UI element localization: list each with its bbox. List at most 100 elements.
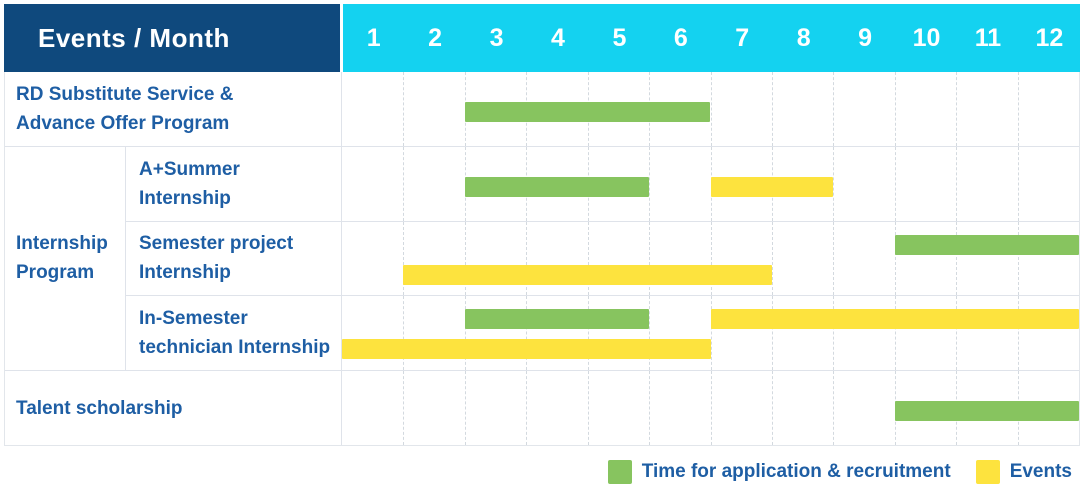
month-gridline <box>464 296 466 371</box>
label-line: Internship <box>139 187 231 209</box>
month-gridline <box>649 221 651 296</box>
month-gridline <box>894 221 896 296</box>
month-gridline <box>1017 221 1019 296</box>
month-gridline <box>833 221 835 296</box>
month-gridline <box>649 296 651 371</box>
month-gridline <box>587 296 589 371</box>
row-timeline <box>341 146 1079 221</box>
month-gridline <box>956 296 958 371</box>
application-bar <box>464 176 650 197</box>
row-label: Talent scholarship <box>5 371 341 445</box>
month-header-cell: 6 <box>673 23 688 52</box>
month-header-cell: 1 <box>366 23 381 52</box>
table-body: RD Substitute Service & Advance Offer Pro… <box>4 72 1080 446</box>
month-header-cell: 12 <box>1035 23 1064 52</box>
month-gridline <box>403 221 405 296</box>
month-gridline <box>1017 146 1019 221</box>
month-gridline <box>771 221 773 296</box>
month-header-cell: 2 <box>428 23 443 52</box>
month-gridline <box>1017 72 1019 146</box>
legend: Time for application & recruitment Events <box>607 456 1072 488</box>
label-line: technician Internship <box>139 337 331 359</box>
month-header-cell: 9 <box>858 23 873 52</box>
group-subrows: A+Summer Internship Semester project Intern… <box>125 146 1079 371</box>
events-bar <box>710 176 834 197</box>
label-line: RD Substitute Service & <box>16 83 234 105</box>
month-header-cell: 7 <box>735 23 750 52</box>
row-label: A+Summer Internship <box>125 146 341 221</box>
month-gridline <box>649 371 651 445</box>
label-line: In-Semester <box>139 308 248 330</box>
month-gridline <box>1017 296 1019 371</box>
row-label: RD Substitute Service & Advance Offer Pro… <box>5 72 341 146</box>
month-gridline <box>526 221 528 296</box>
row-group: Internship Program A+Summer Internship Semes… <box>5 145 1079 371</box>
month-gridline <box>403 72 405 146</box>
label-line: Semester project <box>139 233 294 255</box>
month-gridline <box>956 221 958 296</box>
month-gridline <box>956 146 958 221</box>
label-line: Internship <box>139 262 231 284</box>
row-timeline <box>341 72 1079 146</box>
month-gridline <box>833 72 835 146</box>
month-gridline <box>587 221 589 296</box>
month-header-cell: 3 <box>489 23 504 52</box>
month-gridline <box>710 72 712 146</box>
application-bar <box>464 102 711 122</box>
table-row: RD Substitute Service & Advance Offer Pro… <box>5 72 1079 146</box>
label-line: Internship <box>16 233 108 255</box>
month-header-strip: 1 2 3 4 5 6 7 8 9 10 11 12 <box>340 4 1080 72</box>
application-bar <box>464 309 650 330</box>
table-row: In-Semester technician Internship <box>125 295 1079 371</box>
month-gridline <box>833 296 835 371</box>
month-gridline <box>403 371 405 445</box>
month-gridline <box>403 146 405 221</box>
row-label: Semester project Internship <box>125 221 341 296</box>
month-header-cell: 4 <box>551 23 565 52</box>
month-gridline <box>833 371 835 445</box>
month-header-cell: 11 <box>974 23 1002 52</box>
row-timeline <box>341 371 1079 445</box>
events-bar <box>403 264 772 285</box>
month-gridline <box>464 221 466 296</box>
month-header-cell: 5 <box>612 23 627 52</box>
month-header-cell: 10 <box>912 23 941 52</box>
month-gridline <box>894 146 896 221</box>
events-month-header: Events / Month <box>4 4 340 72</box>
legend-label: Events <box>1009 461 1072 482</box>
month-gridline <box>710 221 712 296</box>
month-gridline <box>526 296 528 371</box>
month-header-cell: 8 <box>796 23 811 52</box>
application-swatch <box>607 460 632 484</box>
table-header-row: Events / Month 1 2 3 4 5 6 7 8 9 10 11 12 <box>4 4 1080 72</box>
row-label: In-Semester technician Internship <box>125 296 341 371</box>
row-timeline <box>341 221 1079 296</box>
month-gridline <box>771 72 773 146</box>
legend-label: Time for application & recruitment <box>641 461 951 482</box>
events-swatch <box>975 460 1000 484</box>
legend-item-application: Time for application & recruitment <box>607 460 951 484</box>
month-gridline <box>587 371 589 445</box>
table-title: Events / Month <box>38 22 230 53</box>
group-label: Internship Program <box>5 147 125 370</box>
month-gridline <box>894 296 896 371</box>
month-gridline <box>710 371 712 445</box>
month-gridline <box>771 296 773 371</box>
legend-item-events: Events <box>975 460 1072 484</box>
events-bar <box>342 339 711 360</box>
month-gridline <box>403 296 405 371</box>
table-row: A+Summer Internship <box>125 146 1079 221</box>
month-gridline <box>833 146 835 221</box>
application-bar <box>894 401 1079 422</box>
table-row: Semester project Internship <box>125 220 1079 296</box>
label-line: Advance Offer Program <box>16 112 230 134</box>
label-line: Talent scholarship <box>16 397 183 419</box>
table-row: Talent scholarship <box>5 370 1079 445</box>
label-line: Program <box>16 262 95 284</box>
month-gridline <box>710 296 712 371</box>
application-bar <box>894 234 1079 255</box>
schedule-table: Events / Month 1 2 3 4 5 6 7 8 9 10 11 12 RD Substi… <box>4 4 1080 446</box>
month-gridline <box>771 371 773 445</box>
label-line: A+Summer <box>139 158 240 180</box>
